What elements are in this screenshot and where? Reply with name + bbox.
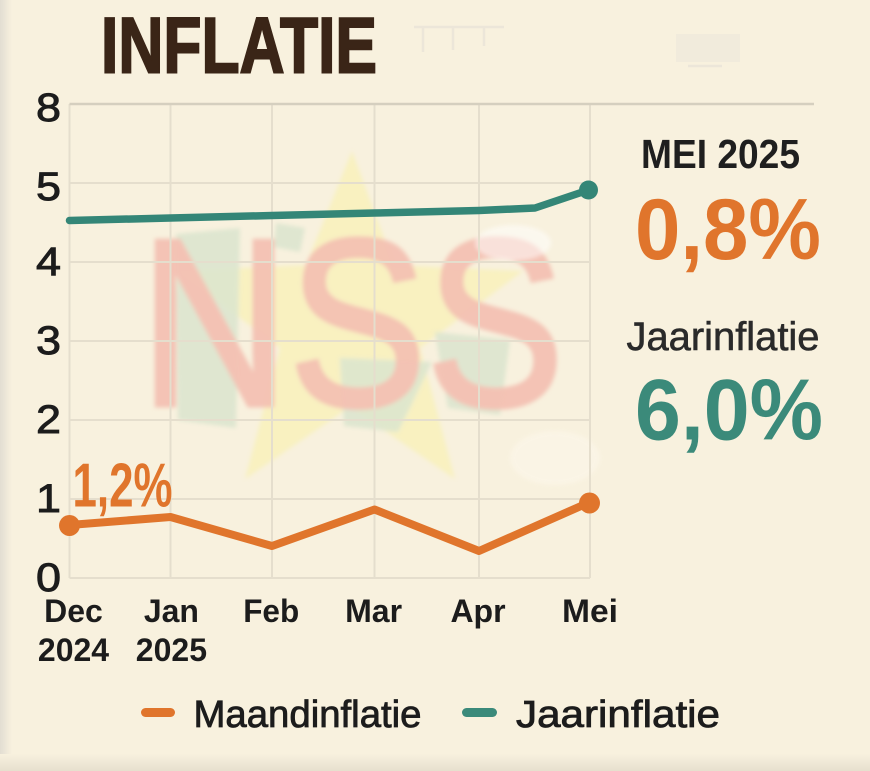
svg-text:Jan: Jan [144,593,199,629]
svg-text:3: 3 [36,319,61,363]
svg-text:8: 8 [36,86,61,130]
svg-text:Jaarinflatie: Jaarinflatie [516,694,720,736]
svg-text:Mei: Mei [562,593,618,629]
svg-text:5: 5 [36,165,61,209]
svg-text:Jaarinflatie: Jaarinflatie [627,315,820,359]
svg-text:Feb: Feb [243,593,299,629]
svg-text:4: 4 [36,240,61,284]
svg-text:6,0%: 6,0% [635,363,823,459]
svg-text:Dec: Dec [44,593,103,629]
svg-text:2: 2 [36,398,61,442]
svg-text:Maandinflatie: Maandinflatie [194,694,422,736]
svg-text:0: 0 [36,556,61,600]
svg-text:0,8%: 0,8% [635,182,821,278]
svg-text:MEI 2025: MEI 2025 [641,131,800,177]
svg-text:2024: 2024 [38,632,109,668]
svg-text:1,2%: 1,2% [73,452,173,521]
svg-text:1: 1 [36,477,61,521]
svg-text:Apr: Apr [450,593,505,629]
svg-text:Mar: Mar [345,593,402,629]
svg-text:2025: 2025 [136,632,207,668]
svg-text:INFLATIE: INFLATIE [101,0,377,89]
